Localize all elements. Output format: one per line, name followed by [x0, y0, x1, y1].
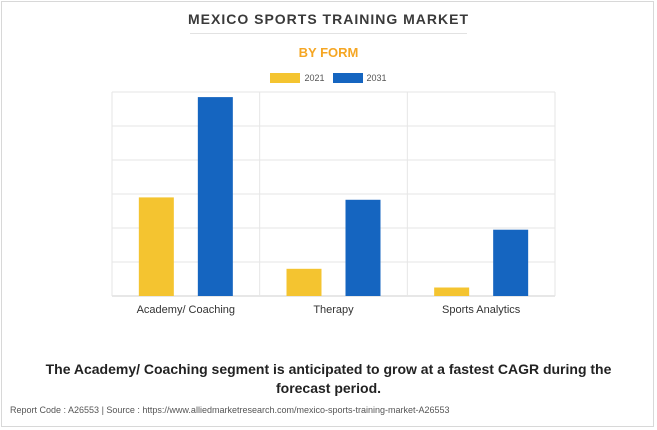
bar-2021-1 [286, 268, 322, 296]
x-tick-label: Therapy [313, 304, 354, 316]
legend-label-2031: 2031 [366, 73, 387, 83]
legend-label-2021: 2021 [304, 73, 325, 83]
chart-title: MEXICO SPORTS TRAINING MARKET [187, 11, 469, 27]
legend-swatch-2031 [332, 73, 363, 83]
bar-2021-2 [434, 287, 470, 296]
bar-2031-1 [345, 199, 381, 296]
bar-chart-plot: Academy/ Coaching Therapy Sports Analytics [111, 91, 556, 316]
chart-subtitle: BY FORM [298, 45, 359, 60]
bar-2021-0 [138, 197, 174, 296]
title-divider [190, 33, 467, 34]
x-tick-label: Academy/ Coaching [137, 304, 235, 316]
legend-swatch-2021 [270, 73, 301, 83]
legend-item-2021: 2021 [270, 73, 325, 83]
bar-2031-0 [197, 97, 233, 296]
chart-legend: 2021 2031 [0, 73, 657, 83]
legend-item-2031: 2031 [332, 73, 387, 83]
bar-2031-2 [493, 229, 529, 296]
source-footer: Report Code : A26553 | Source : https://… [10, 405, 450, 415]
x-tick-label: Sports Analytics [442, 304, 521, 316]
chart-caption: The Academy/ Coaching segment is anticip… [45, 361, 612, 396]
